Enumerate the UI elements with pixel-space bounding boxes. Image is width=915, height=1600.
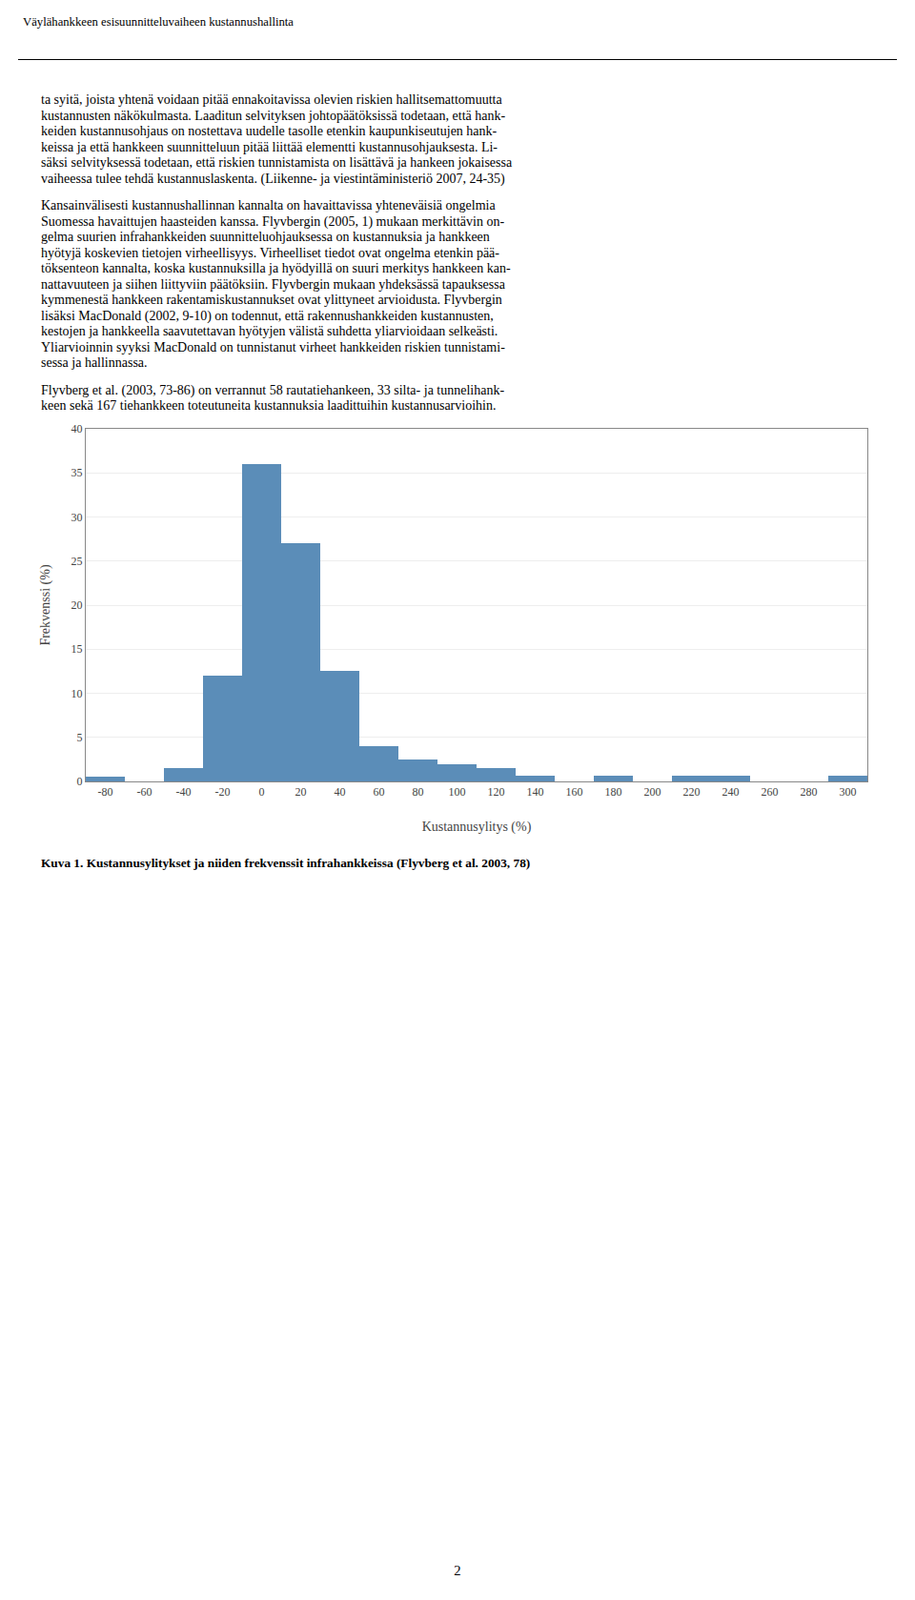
svg-text:15: 15 <box>71 642 83 656</box>
html-text:kustannusten näkökulmasta. Laa: kustannusten näkökulmasta. Laaditun selv… <box>40 108 506 123</box>
html-text:keiden kustannusohjaus on nost: keiden kustannusohjaus on nostettava uud… <box>40 123 497 139</box>
svg-text:Frekvenssi (%): Frekvenssi (%) <box>38 564 54 646</box>
svg-text:-20: -20 <box>215 785 231 799</box>
html-text:keissa ja että hankkeen suunni: keissa ja että hankkeen suunnitteluun pi… <box>40 139 498 154</box>
svg-text:60: 60 <box>373 785 386 799</box>
svg-text:-60: -60 <box>137 785 153 799</box>
svg-text:20: 20 <box>71 598 83 612</box>
html-text:töksenteon kannalta, koska kus: töksenteon kannalta, koska kustannuksill… <box>40 261 511 276</box>
html-text:keen sekä 167 tiehankkeen tote: keen sekä 167 tiehankkeen toteutuneita k… <box>40 398 497 413</box>
svg-text:5: 5 <box>77 731 83 745</box>
html-text:kestojen ja hankkeella saavute: kestojen ja hankkeella saavutettavan hyö… <box>40 324 498 339</box>
svg-text:30: 30 <box>71 510 83 525</box>
svg-text:160: 160 <box>566 785 584 799</box>
html-text:lisäksi MacDonald (2002, 9-10): lisäksi MacDonald (2002, 9-10) on todenn… <box>40 308 494 323</box>
svg-text:Kustannusylitys (%): Kustannusylitys (%) <box>422 819 532 835</box>
svg-text:300: 300 <box>839 785 857 799</box>
html-text:Flyvberg et al. (2003, 73-86): Flyvberg et al. (2003, 73-86) on verrann… <box>40 382 505 397</box>
html-text:Suomessa havaittujen haasteide: Suomessa havaittujen haasteiden kanssa. … <box>40 213 505 229</box>
svg-text:260: 260 <box>761 785 779 799</box>
html-text:gelma suurien infrahankkeiden: gelma suurien infrahankkeiden suunnittel… <box>40 229 490 244</box>
svg-text:80: 80 <box>412 785 425 799</box>
html-text:2: 2 <box>453 1563 462 1579</box>
html-text:kymmenestä hankkeen rakentamis: kymmenestä hankkeen rakentamiskustannuks… <box>40 292 503 307</box>
svg-text:10: 10 <box>71 687 83 701</box>
svg-text:20: 20 <box>295 785 307 799</box>
svg-text:40: 40 <box>71 422 83 436</box>
svg-text:25: 25 <box>71 554 83 569</box>
html-text:Kansainvälisesti kustannushall: Kansainvälisesti kustannushallinnan kann… <box>40 198 496 213</box>
svg-text:0: 0 <box>77 774 83 789</box>
svg-text:280: 280 <box>800 785 818 799</box>
svg-text:200: 200 <box>644 785 662 799</box>
svg-text:35: 35 <box>71 466 83 480</box>
html-text:Kuva 1. Kustannusylitykset ja: Kuva 1. Kustannusylitykset ja niiden fre… <box>40 855 531 871</box>
html-text:nattavuuteen ja siihen liittyv: nattavuuteen ja siihen liittyviin päätök… <box>40 276 506 292</box>
html-text:hyötyjä koskevien tietojen vir: hyötyjä koskevien tietojen virheellisyys… <box>40 245 500 260</box>
svg-text:100: 100 <box>448 785 467 799</box>
svg-text:240: 240 <box>722 785 740 799</box>
html-text:säksi selvityksessä todetaan,: säksi selvityksessä todetaan, että riski… <box>40 155 513 170</box>
html-text:Yliarvioinnin syyksi MacDonald: Yliarvioinnin syyksi MacDonald on tunnis… <box>40 339 505 355</box>
svg-text:140: 140 <box>527 785 545 799</box>
svg-text:-80: -80 <box>98 785 114 799</box>
svg-text:180: 180 <box>605 785 623 799</box>
svg-text:-40: -40 <box>176 785 192 799</box>
html-text:sessa ja hallinnassa.: sessa ja hallinnassa. <box>40 355 148 370</box>
svg-text:0: 0 <box>259 785 265 799</box>
svg-text:120: 120 <box>488 785 506 799</box>
html-text:Väylähankkeen esisuunnitteluva: Väylähankkeen esisuunnitteluvaiheen kust… <box>22 15 294 29</box>
html-text:vaiheessa tulee tehdä kustannu: vaiheessa tulee tehdä kustannuslaskenta.… <box>40 171 505 186</box>
svg-text:220: 220 <box>683 785 701 799</box>
svg-text:40: 40 <box>334 785 346 799</box>
html-text:ta syitä, joista yhtenä voidaa: ta syitä, joista yhtenä voidaan pitää en… <box>40 92 503 107</box>
